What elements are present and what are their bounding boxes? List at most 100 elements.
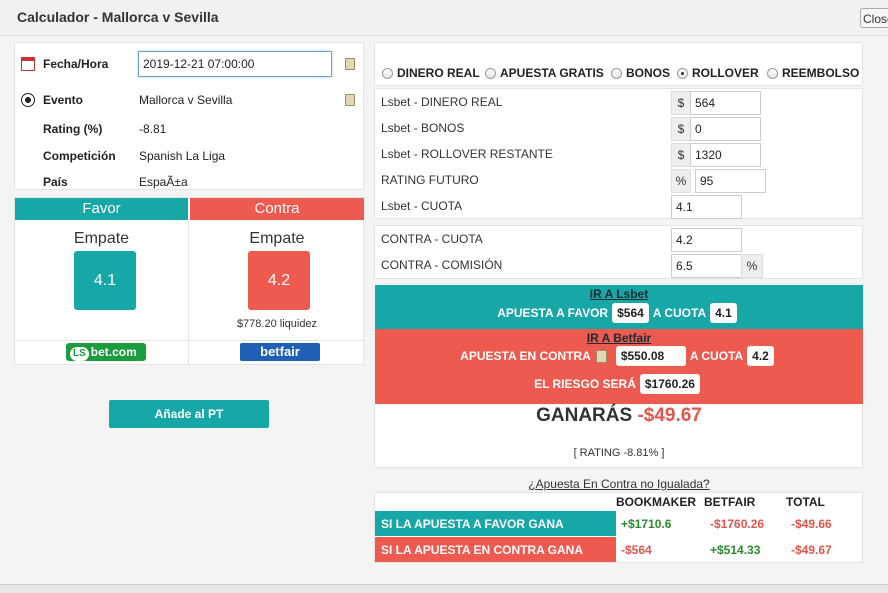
unmatched-bet-link[interactable]: ¿Apuesta En Contra no Igualada? <box>528 477 710 491</box>
soccer-ball-icon <box>21 93 35 107</box>
fecha-input[interactable] <box>138 51 332 77</box>
cuota-input[interactable] <box>671 195 742 219</box>
contra-cuota-row: CONTRA - CUOTA <box>375 226 862 252</box>
add-to-pt-button[interactable]: Añade al PT <box>109 400 269 428</box>
dinero-label: Lsbet - DINERO REAL <box>381 95 503 109</box>
contra-comision-row: CONTRA - COMISIÓN % <box>375 252 862 278</box>
summary-favor-bookmaker: +$1710.6 <box>621 517 672 531</box>
window-title: Calculador - Mallorca v Sevilla <box>17 9 219 25</box>
dinero-input[interactable] <box>690 91 761 115</box>
row-divider <box>15 340 365 341</box>
result-panel <box>374 404 863 468</box>
favor-bet-line: APUESTA A FAVOR $564 A CUOTA 4.1 <box>375 303 863 323</box>
pais-label: País <box>43 175 68 189</box>
summary-header-total: TOTAL <box>786 495 825 509</box>
betfair-logo-text: betfair <box>260 344 300 359</box>
evento-value: Mallorca v Sevilla <box>139 93 233 107</box>
bonos-input[interactable] <box>690 117 761 141</box>
competicion-label: Competición <box>43 149 116 163</box>
contra-comision-label: CONTRA - COMISIÓN <box>381 258 503 272</box>
radio-dinero-real-label: DINERO REAL <box>397 66 480 80</box>
summary-favor-betfair: -$1760.26 <box>710 517 765 531</box>
calendar-icon <box>21 57 35 71</box>
contra-cuota-input[interactable] <box>671 228 742 252</box>
contra-odds-pill: 4.2 <box>747 346 774 366</box>
radio-bonos-label: BONOS <box>626 66 671 80</box>
radio-bonos[interactable]: BONOS <box>611 66 670 80</box>
fecha-row: Fecha/Hora <box>15 51 363 77</box>
radio-apuesta-gratis[interactable]: APUESTA GRATIS <box>485 66 604 80</box>
ir-a-betfair-link[interactable]: IR A Betfair <box>586 331 652 345</box>
event-info-panel: Fecha/Hora Evento Mallorca v Sevilla Rat… <box>14 42 364 190</box>
rollover-row: Lsbet - ROLLOVER RESTANTE $ <box>375 141 862 167</box>
cuota-row: Lsbet - CUOTA <box>375 193 862 219</box>
rollover-label: Lsbet - ROLLOVER RESTANTE <box>381 147 553 161</box>
favor-header: Favor <box>15 198 188 220</box>
radio-reembolso[interactable]: REEMBOLSO <box>767 66 859 80</box>
favor-cuota-text: A CUOTA <box>652 306 707 320</box>
mode-panel: DINERO REAL APUESTA GRATIS BONOS ROLLOVE… <box>374 42 863 86</box>
radio-rollover-label: ROLLOVER <box>692 66 759 80</box>
result-rating: [ RATING -8.81% ] <box>573 447 665 459</box>
contra-comision-input[interactable] <box>671 254 742 278</box>
bonos-prefix: $ <box>671 117 691 141</box>
rating-value: -8.81 <box>139 122 167 136</box>
radio-rollover-circle[interactable] <box>677 67 688 79</box>
contra-cuota-text: A CUOTA <box>689 349 744 363</box>
radio-dinero-real-circle[interactable] <box>382 67 393 79</box>
summary-contra-total: -$49.67 <box>791 543 832 557</box>
dinero-prefix: $ <box>671 91 691 115</box>
summary-row-contra: SI LA APUESTA EN CONTRA GANA <box>375 537 616 562</box>
bonos-row: Lsbet - BONOS $ <box>375 115 862 141</box>
lsbet-logo-ls: LS <box>70 347 89 361</box>
odds-panel: Favor Contra Empate 4.1 Empate 4.2 $778.… <box>14 197 365 365</box>
ganaras-label: GANARÁS <box>536 405 633 426</box>
rating-label: Rating (%) <box>43 122 103 136</box>
summary-contra-betfair: +$514.33 <box>710 543 761 557</box>
cuota-label: Lsbet - CUOTA <box>381 199 463 213</box>
contra-header: Contra <box>190 198 364 220</box>
copy-stake-icon[interactable] <box>595 349 607 363</box>
radio-apuesta-gratis-circle[interactable] <box>485 67 496 79</box>
radio-dinero-real[interactable]: DINERO REAL <box>382 66 480 80</box>
rating-futuro-row: RATING FUTURO % <box>375 167 862 193</box>
bookie-fields-panel: Lsbet - DINERO REAL $ Lsbet - BONOS $ Ls… <box>374 88 863 219</box>
rollover-input[interactable] <box>690 143 761 167</box>
copy-date-icon[interactable] <box>345 58 355 70</box>
risk-pill: $1760.26 <box>639 374 700 394</box>
contra-bet-line: APUESTA EN CONTRA $550.08 A CUOTA 4.2 <box>375 346 863 366</box>
ir-a-lsbet-link[interactable]: IR A Lsbet <box>589 287 649 301</box>
favor-odds-box: 4.1 <box>74 251 136 310</box>
ganaras-value: -$49.67 <box>637 405 702 426</box>
betfair-logo[interactable]: betfair <box>240 343 320 361</box>
contra-cuota-label: CONTRA - CUOTA <box>381 232 483 246</box>
competicion-row: Competición Spanish La Liga <box>15 146 363 166</box>
rating-futuro-label: RATING FUTURO <box>381 173 479 187</box>
background-page-strip <box>0 584 888 593</box>
radio-rollover[interactable]: ROLLOVER <box>677 66 759 80</box>
contra-stake-pill: $550.08 <box>615 346 686 366</box>
calculator-body: Fecha/Hora Evento Mallorca v Sevilla Rat… <box>0 36 888 584</box>
competicion-value: Spanish La Liga <box>139 149 226 163</box>
contra-bet-text: APUESTA EN CONTRA <box>460 349 591 363</box>
close-button[interactable]: Close <box>860 8 888 28</box>
summary-header-betfair: BETFAIR <box>704 495 756 509</box>
contra-fields-panel: CONTRA - CUOTA CONTRA - COMISIÓN % <box>374 225 863 279</box>
evento-row: Evento Mallorca v Sevilla <box>15 90 363 110</box>
contra-comision-suffix: % <box>741 254 763 278</box>
lsbet-logo[interactable]: LS bet.com <box>66 343 146 361</box>
rating-futuro-input[interactable] <box>695 169 766 193</box>
summary-header-bookmaker: BOOKMAKER <box>616 495 696 509</box>
favor-selection: Empate <box>73 230 130 247</box>
contra-liquidity: $778.20 liquidez <box>236 318 318 330</box>
risk-text: EL RIESGO SERÁ <box>534 377 636 391</box>
favor-band: IR A Lsbet APUESTA A FAVOR $564 A CUOTA … <box>375 285 863 329</box>
evento-label: Evento <box>43 93 84 107</box>
copy-event-icon[interactable] <box>345 94 355 106</box>
radio-reembolso-circle[interactable] <box>767 67 778 79</box>
summary-row-favor: SI LA APUESTA A FAVOR GANA <box>375 511 616 536</box>
column-divider <box>188 220 189 365</box>
radio-bonos-circle[interactable] <box>611 67 622 79</box>
contra-band: IR A Betfair APUESTA EN CONTRA $550.08 A… <box>375 329 863 404</box>
rollover-prefix: $ <box>671 143 691 167</box>
